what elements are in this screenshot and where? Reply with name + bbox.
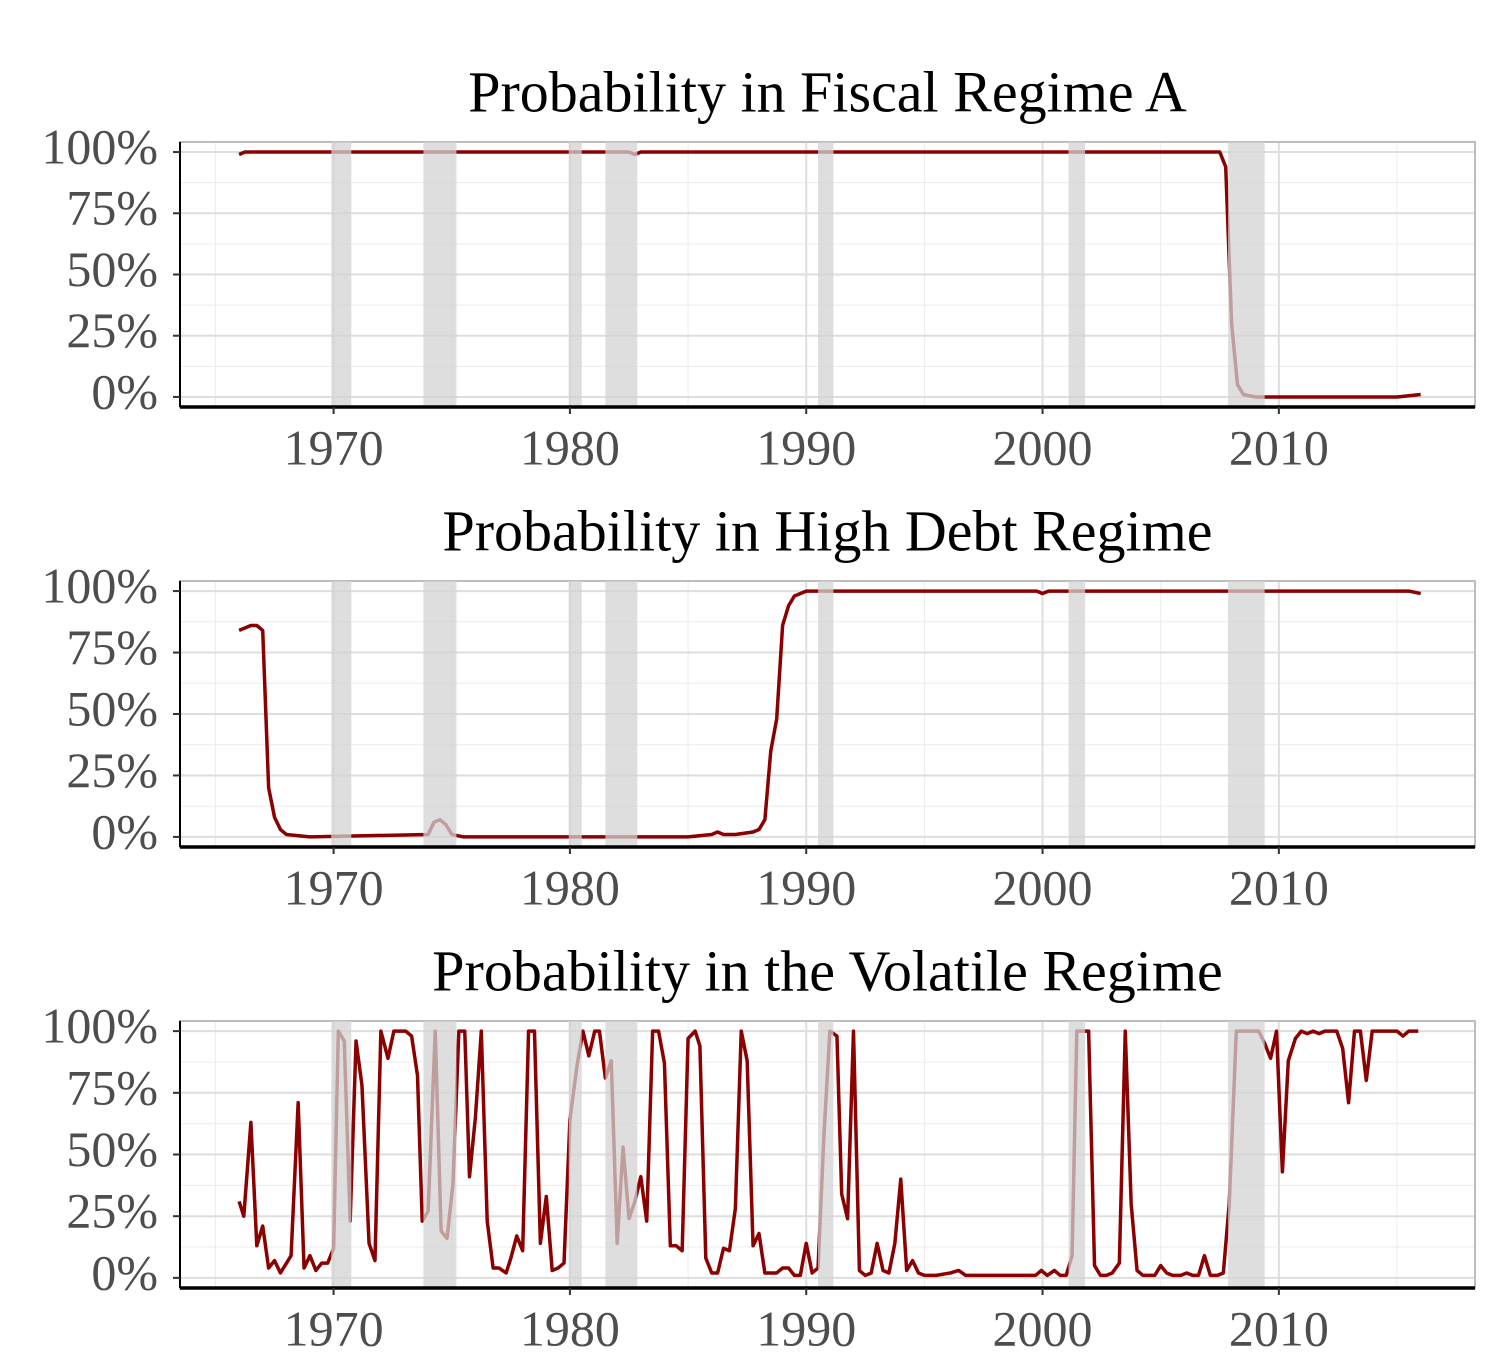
y-tick-label: 0% <box>91 1244 158 1300</box>
recession-band <box>1068 1021 1086 1288</box>
recession-band <box>605 1021 638 1288</box>
recession-band <box>568 1021 582 1288</box>
x-tick-label: 1980 <box>520 1300 620 1356</box>
x-tick-label: 1970 <box>284 1300 384 1356</box>
recession-band <box>423 581 457 847</box>
x-tick-label: 2000 <box>993 419 1093 475</box>
y-tick-label: 50% <box>66 241 158 297</box>
series-line <box>238 589 1422 839</box>
y-tick-label: 75% <box>66 1059 158 1115</box>
x-tick-label: 1970 <box>284 859 384 915</box>
recession-band <box>1068 581 1086 847</box>
y-tick-label: 50% <box>66 1121 158 1177</box>
x-tick-label: 1970 <box>284 419 384 475</box>
recession-band <box>1068 142 1086 407</box>
y-tick-label: 25% <box>66 742 158 798</box>
y-tick-label: 25% <box>66 1183 158 1239</box>
y-tick-label: 25% <box>66 302 158 358</box>
recession-band <box>331 142 352 407</box>
y-tick-label: 75% <box>66 619 158 675</box>
recession-band <box>818 1021 834 1288</box>
x-tick-label: 1990 <box>756 859 856 915</box>
recession-band <box>331 581 352 847</box>
y-tick-label: 100% <box>41 119 158 175</box>
recession-band <box>423 142 457 407</box>
recession-band <box>818 581 834 847</box>
y-tick-label: 75% <box>66 180 158 236</box>
recession-band <box>818 142 834 407</box>
x-tick-label: 2010 <box>1229 1300 1329 1356</box>
recession-band <box>331 1021 352 1288</box>
recession-band <box>1228 581 1265 847</box>
recession-band <box>568 142 582 407</box>
recession-band <box>1228 1021 1265 1288</box>
y-tick-label: 100% <box>41 558 158 614</box>
x-tick-label: 1980 <box>520 419 620 475</box>
recession-band <box>605 142 638 407</box>
x-tick-label: 2000 <box>993 1300 1093 1356</box>
chart-title: Probability in the Volatile Regime <box>432 938 1222 1003</box>
chart-title: Probability in High Debt Regime <box>442 498 1212 563</box>
x-tick-label: 2000 <box>993 859 1093 915</box>
recession-band <box>423 1021 457 1288</box>
x-tick-label: 2010 <box>1229 419 1329 475</box>
recession-band <box>568 581 582 847</box>
recession-band <box>1228 142 1265 407</box>
x-tick-label: 1990 <box>756 419 856 475</box>
x-tick-label: 2010 <box>1229 859 1329 915</box>
x-tick-label: 1980 <box>520 859 620 915</box>
y-tick-label: 0% <box>91 803 158 859</box>
x-tick-label: 1990 <box>756 1300 856 1356</box>
y-tick-label: 50% <box>66 680 158 736</box>
y-tick-label: 100% <box>41 998 158 1054</box>
y-tick-label: 0% <box>91 363 158 419</box>
recession-band <box>605 581 638 847</box>
chart-title: Probability in Fiscal Regime A <box>468 59 1187 124</box>
